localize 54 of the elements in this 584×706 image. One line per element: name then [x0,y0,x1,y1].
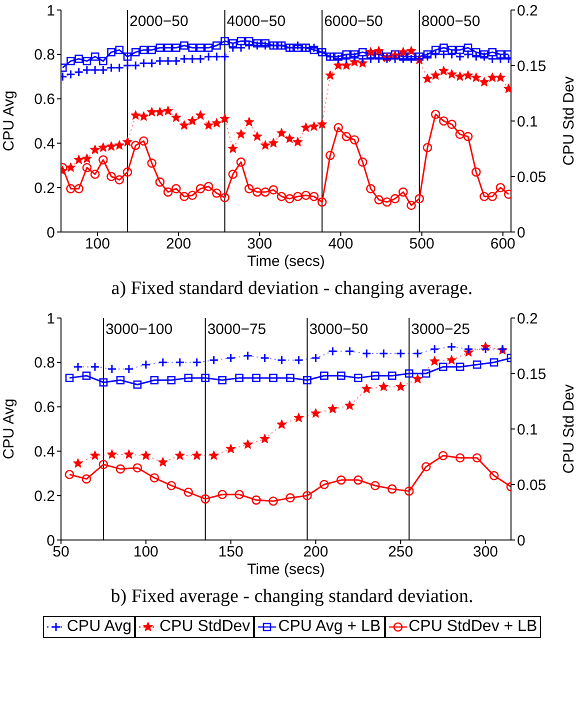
text: b) Fixed average - changing standard deviation. [110,586,474,608]
x-tick-label: 100 [84,236,110,253]
ref-line-label: 3000−25 [411,321,470,338]
y2-tick-label: 0.15 [517,58,546,75]
y2-tick-label: 0.05 [517,476,546,494]
x-tick-label: 250 [388,544,414,561]
ref-line-label: 8000−50 [421,13,480,30]
x-tick-label: 100 [133,544,158,561]
ref-line-label: 3000−75 [207,321,266,338]
y2-axis-title: CPU Std Dev [560,384,578,474]
x-tick-label: 50 [52,544,70,561]
y-tick-label: 0.8 [34,46,55,64]
x-axis-title: Time (secs) [247,253,325,270]
y2-tick-label: 0.2 [517,2,538,20]
y2-axis-title: CPU Std Dev [560,76,578,166]
legend-label: CPU StdDev [159,618,250,636]
y-tick-label: 1 [46,2,55,20]
x-tick-label: 300 [247,236,272,253]
x-tick-label: 300 [473,544,498,561]
x-tick-label: 200 [166,236,192,253]
y-axis-title: CPU Avg [0,90,18,152]
y-tick-label: 0 [46,224,55,242]
y2-tick-label: 0.05 [517,168,546,186]
ref-line-label: 3000−100 [105,321,173,338]
x-tick-label: 400 [328,236,354,253]
legend-label: CPU Avg + LB [278,618,381,636]
y-tick-label: 0.4 [34,136,55,153]
x-tick-label: 500 [409,236,434,253]
ref-line-label: 3000−50 [309,321,368,338]
y2-tick-label: 0 [517,224,526,242]
y2-tick-label: 0.1 [517,421,538,438]
y2-tick-label: 0.15 [517,366,546,383]
y-tick-label: 0.2 [34,488,55,505]
x-axis-title: Time (secs) [247,561,325,578]
y-tick-label: 0.6 [34,399,55,416]
legend-label: CPU Avg [66,618,132,636]
y-tick-label: 0.2 [34,180,55,197]
x-tick-label: 200 [303,544,328,561]
y-tick-label: 1 [46,310,55,328]
text: a) Fixed standard deviation - changing average. [110,278,474,300]
y2-tick-label: 0.1 [517,113,538,130]
ref-line-label: 2000−50 [129,13,188,30]
legend-label: CPU StdDev + LB [408,618,538,636]
y-tick-label: 0.8 [34,354,55,372]
ref-line-label: 6000−50 [324,13,383,30]
y-tick-label: 0 [46,532,55,550]
ref-line-label: 4000−50 [226,13,286,30]
y-axis-title: CPU Avg [0,398,18,460]
y2-tick-label: 0.2 [517,310,538,328]
x-tick-label: 600 [490,236,516,253]
y2-tick-label: 0 [517,532,526,550]
y-tick-label: 0.6 [34,91,55,108]
y-tick-label: 0.4 [34,444,55,461]
x-tick-label: 150 [218,544,244,561]
